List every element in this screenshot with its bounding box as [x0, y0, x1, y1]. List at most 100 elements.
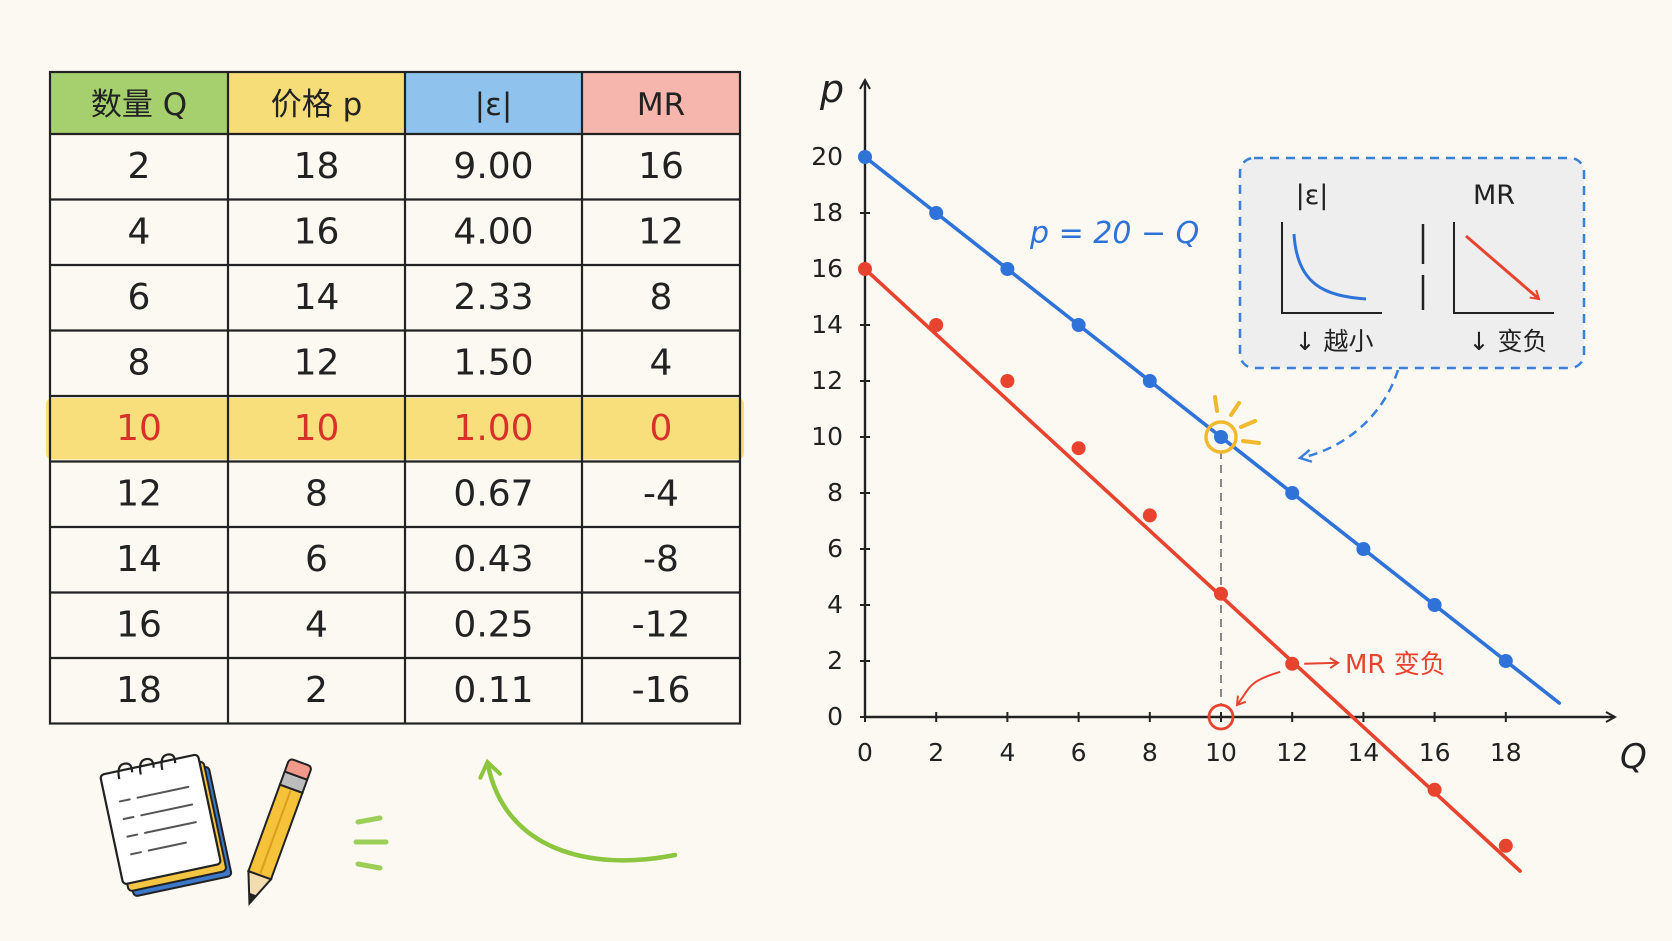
demand-line-label: p = 20 − Q	[1029, 216, 1199, 251]
demand-point	[1214, 430, 1228, 444]
x-tick-label: 4	[999, 738, 1015, 767]
x-tick-label: 12	[1276, 738, 1308, 767]
table-cell: 8	[650, 277, 673, 318]
table-row: 8 12 1.50 4	[128, 343, 673, 384]
table-cell: 14	[116, 539, 162, 580]
table-row: 18 2 0.11 -16	[116, 670, 690, 711]
demand-point	[858, 150, 872, 164]
table-cell: 1.50	[453, 343, 533, 384]
motion-lines-icon	[356, 818, 386, 868]
x-tick-label: 8	[1142, 738, 1158, 767]
table-cell: 0.43	[453, 539, 533, 580]
demand-point	[1000, 262, 1014, 276]
table-cell: 6	[128, 277, 151, 318]
table-cell: 4	[650, 343, 673, 384]
pencil-icon	[238, 758, 312, 907]
y-tick-label: 14	[811, 310, 843, 339]
x-tick-label: 14	[1347, 738, 1379, 767]
y-tick-label: 2	[827, 646, 843, 675]
x-tick-label: 0	[857, 738, 873, 767]
y-axis-label: p	[819, 67, 844, 111]
y-tick-label: 20	[811, 142, 843, 171]
demand-point	[1285, 486, 1299, 500]
inset-right-caption: ↓ 变负	[1469, 327, 1548, 356]
y-tick-label: 0	[827, 702, 843, 731]
table-cell: 8	[305, 474, 328, 515]
demand-point	[1143, 374, 1157, 388]
mr-note-arrow	[1304, 663, 1338, 664]
table-row: 6 14 2.33 8	[128, 277, 673, 318]
table-cell: 0.11	[453, 670, 533, 711]
mr-point	[1285, 657, 1299, 671]
mr-point	[1000, 374, 1014, 388]
table-cell: 2.33	[453, 277, 533, 318]
inset-left-label: |ε|	[1296, 180, 1329, 211]
inset-left-caption: ↓ 越小	[1295, 327, 1374, 356]
table-cell: -16	[632, 670, 691, 711]
curved-arrow-green	[488, 765, 675, 860]
table-cell: 12	[638, 212, 684, 253]
x-axis-label: Q	[1620, 737, 1647, 777]
notepad-icon	[99, 747, 232, 899]
mr-point	[1428, 783, 1442, 797]
demand-point	[1428, 598, 1442, 612]
table-cell: 0	[650, 408, 673, 449]
table-cell: 18	[116, 670, 162, 711]
table-cell: 16	[116, 605, 162, 646]
mr-point	[1499, 839, 1513, 853]
mr-point	[1214, 587, 1228, 601]
table-cell: 4	[305, 605, 328, 646]
table-cell: 9.00	[453, 146, 533, 187]
table-cell: 14	[294, 277, 340, 318]
demand-point	[1072, 318, 1086, 332]
y-tick-label: 4	[827, 590, 843, 619]
table-cell: 16	[638, 146, 684, 187]
mr-note-label: MR 变负	[1345, 650, 1446, 680]
column-header: MR	[637, 87, 685, 123]
column-header: |ε|	[475, 87, 513, 123]
table-cell: 10	[116, 408, 162, 449]
y-tick-label: 12	[811, 366, 843, 395]
table-cell: 0.25	[453, 605, 533, 646]
demand-point	[1356, 542, 1370, 556]
inset-right-label: MR	[1473, 180, 1515, 211]
table-cell: 12	[294, 343, 340, 384]
table-cell: 0.67	[453, 474, 533, 515]
y-tick-label: 6	[827, 534, 843, 563]
table-cell: -4	[643, 474, 679, 515]
y-tick-label: 18	[811, 198, 843, 227]
mr-zero-arrow	[1237, 672, 1280, 705]
table-row: 14 6 0.43 -8	[116, 539, 679, 580]
mr-point	[1143, 508, 1157, 522]
table-cell: 18	[294, 146, 340, 187]
demand-point	[1499, 654, 1513, 668]
table-cell: 2	[305, 670, 328, 711]
table-cell: 12	[116, 474, 162, 515]
mr-point	[929, 318, 943, 332]
y-tick-label: 10	[811, 422, 843, 451]
mr-point	[858, 262, 872, 276]
table-cell: -12	[632, 605, 691, 646]
table-cell: -8	[643, 539, 679, 580]
table-cell: 8	[128, 343, 151, 384]
x-tick-label: 2	[928, 738, 944, 767]
data-table: 数量 Q 价格 p |ε| MR 2 18 9.00 16 4 16 4.00 12 6 14 2.33 8…	[46, 72, 744, 724]
table-cell: 1.00	[453, 408, 533, 449]
column-header: 价格 p	[271, 87, 363, 123]
table-cell: 4.00	[453, 212, 533, 253]
inset-pointer-arrow	[1300, 370, 1398, 458]
x-tick-label: 18	[1490, 738, 1522, 767]
x-tick-label: 16	[1419, 738, 1451, 767]
table-cell: 6	[305, 539, 328, 580]
inset-panel: |ε| MR ↓ 越小 ↓ 变负	[1240, 158, 1584, 368]
table-cell: 2	[128, 146, 151, 187]
demand-point	[929, 206, 943, 220]
y-tick-label: 8	[827, 478, 843, 507]
x-tick-label: 10	[1205, 738, 1237, 767]
mr-point	[1072, 441, 1086, 455]
y-tick-label: 16	[811, 254, 843, 283]
column-header: 数量 Q	[91, 87, 187, 123]
table-row: 16 4 0.25 -12	[116, 605, 690, 646]
table-row: 12 8 0.67 -4	[116, 474, 679, 515]
